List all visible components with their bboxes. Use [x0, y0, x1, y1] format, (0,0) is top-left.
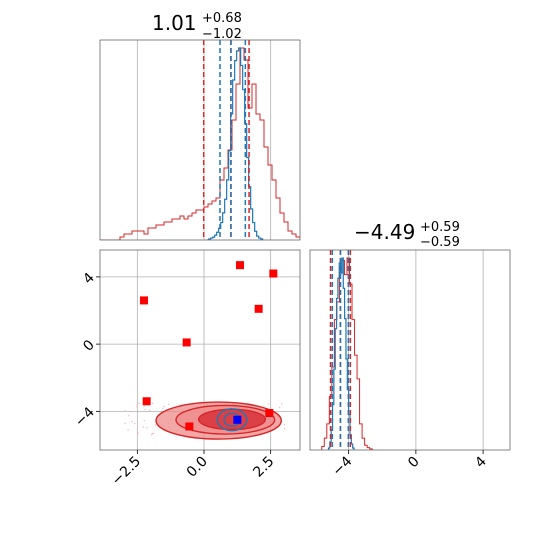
- sample-point: [154, 424, 157, 426]
- hist1-x-tick-label-1: 0: [405, 454, 423, 472]
- sample-point: [267, 403, 269, 405]
- scatter-x-tick-label-0: −2.5: [109, 454, 144, 489]
- sample-point: [281, 403, 283, 405]
- histogram-blue: [327, 257, 355, 450]
- scatter-y-tick-label-2: 4: [80, 270, 98, 288]
- red-marker-5: [254, 304, 263, 313]
- sample-point: [143, 419, 145, 422]
- sample-point: [142, 426, 145, 428]
- sample-point: [163, 405, 165, 408]
- sample-point: [146, 427, 148, 429]
- red-marker-0: [140, 296, 148, 305]
- plot-clip: [100, 40, 300, 240]
- red-marker-4: [236, 261, 244, 270]
- plot-frame: [99, 39, 301, 241]
- sample-point: [124, 410, 127, 412]
- sample-point: [168, 403, 170, 406]
- sample-point: [136, 406, 138, 408]
- sample-point: [128, 415, 130, 417]
- sample-point: [131, 421, 133, 423]
- red-marker-7: [265, 409, 274, 418]
- blue-marker: [233, 415, 242, 424]
- sample-point: [144, 408, 146, 411]
- plot-area: [100, 40, 300, 240]
- scatter-contour-panel: [99, 249, 301, 451]
- sample-point: [137, 433, 139, 435]
- histogram-red: [321, 257, 373, 450]
- sample-point: [279, 406, 281, 409]
- sample-point: [152, 432, 155, 434]
- sample-point: [124, 422, 126, 425]
- param0-title-plus: +0.68: [202, 11, 242, 26]
- sample-point: [283, 428, 286, 430]
- param1-title-plus: +0.59: [420, 220, 460, 235]
- param1-title-median: −4.49: [354, 220, 415, 244]
- param0-title-minus: −1.02: [202, 27, 242, 42]
- scatter-y-tick-label-0: −4: [72, 404, 98, 430]
- sample-point: [136, 404, 139, 406]
- scatter-x-tick-label-1: 0.0: [184, 454, 211, 481]
- sample-point: [149, 409, 151, 411]
- plot-frame: [309, 249, 511, 451]
- hist1-x-tick-label-2: 4: [472, 453, 490, 471]
- plot-clip: [100, 250, 300, 450]
- sample-point: [143, 405, 145, 407]
- sample-point: [127, 429, 129, 431]
- param1-title-minus: −0.59: [420, 235, 460, 250]
- param0-title: 1.01 +0.68 −1.02: [152, 11, 242, 42]
- histogram-red: [100, 47, 300, 240]
- histogram-param0: [99, 39, 301, 241]
- sample-point: [151, 432, 154, 435]
- sample-point: [138, 402, 140, 404]
- param1-title: −4.49 +0.59 −0.59: [354, 220, 460, 250]
- sample-point: [161, 407, 164, 410]
- histogram-blue: [206, 47, 264, 240]
- red-marker-1: [142, 397, 151, 406]
- param0-title-median: 1.01: [152, 11, 197, 35]
- red-marker-6: [269, 269, 278, 278]
- scatter-x-tick-label-2: 2.5: [250, 454, 277, 481]
- red-marker-2: [182, 338, 191, 347]
- plot-frame: [99, 249, 301, 451]
- sample-point: [151, 402, 154, 405]
- sample-point: [134, 422, 136, 425]
- sample-point: [137, 431, 139, 434]
- scatter-y-tick-label-1: 0: [80, 337, 98, 355]
- blue-contour-0: [216, 408, 248, 432]
- sample-point: [283, 423, 286, 426]
- red-marker-3: [185, 422, 194, 431]
- sample-point: [150, 434, 153, 436]
- hist1-x-tick-label-0: −4: [330, 453, 356, 479]
- histogram-param1: [309, 249, 511, 451]
- plot-clip: [321, 250, 484, 450]
